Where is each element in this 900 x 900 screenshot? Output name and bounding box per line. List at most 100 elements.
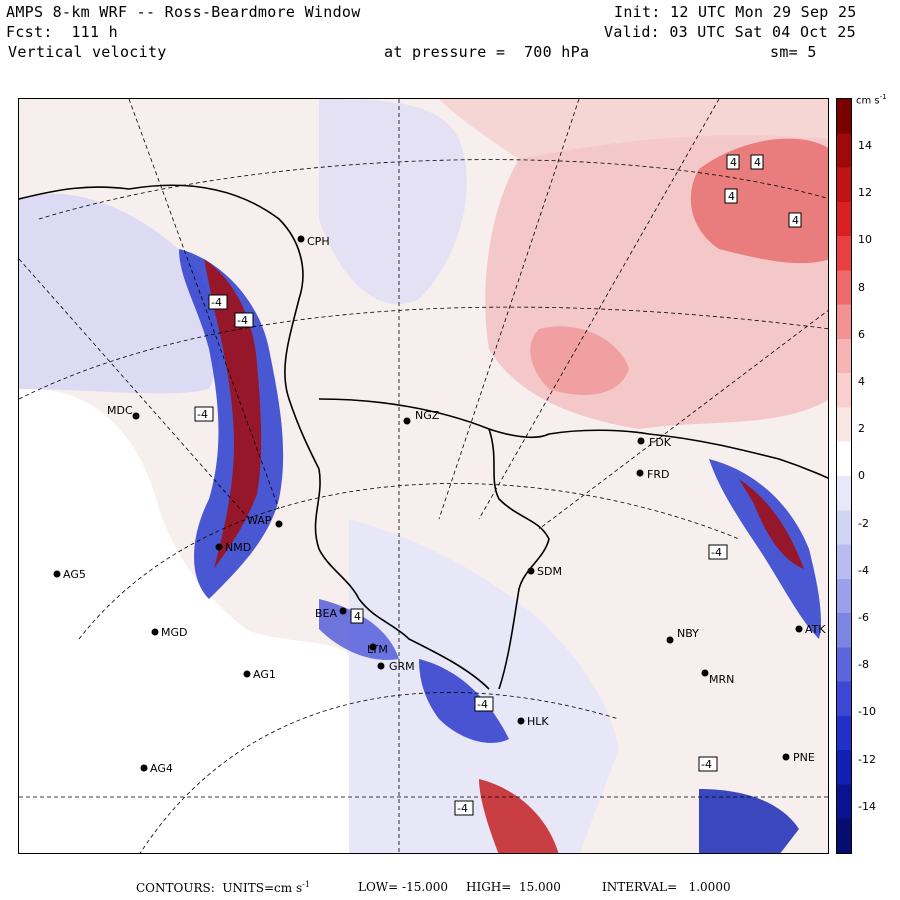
station-dot-ag4 [140,764,148,772]
colorbar-unit: cm s-1 [856,93,887,107]
station-dot-atk [795,625,803,633]
coastline [19,184,828,690]
station-markers [53,235,803,772]
station-label-hlk: HLK [527,715,549,728]
negative-region-ross [319,99,467,305]
station-dot-grm [377,662,385,670]
negative-region-west [19,193,220,394]
svg-text:4: 4 [792,214,799,227]
station-label-ag5: AG5 [63,568,86,581]
positive-region-north [439,99,828,159]
svg-text:-4: -4 [211,296,222,309]
field-name: Vertical velocity [8,43,167,61]
colorbar-tick-label: -4 [858,563,869,577]
svg-text:4: 4 [728,190,735,203]
station-dot-sdm [527,567,535,575]
contour-label: 4 [726,154,740,170]
svg-text:4: 4 [754,156,761,169]
colorbar-tick-label: 8 [858,280,865,294]
colorbar-tick-label: -12 [858,752,876,766]
contour-label: -4 [208,294,228,310]
strong-updraft-ne [690,138,828,264]
station-dot-bea [339,607,347,615]
contour-label: -4 [234,312,254,328]
chart-title: AMPS 8-km WRF -- Ross-Beardmore Window [6,3,361,21]
colorbar-tick-label: -2 [858,516,869,530]
station-label-atk: ATK [805,623,826,636]
smoothing-value: sm= 5 [770,43,817,61]
map-canvas: CPH MDC NGZ FDK FRD WAP NMD AG5 SDM MGD … [19,99,828,853]
station-label-ag1: AG1 [253,668,276,681]
map-panel: CPH MDC NGZ FDK FRD WAP NMD AG5 SDM MGD … [18,98,829,854]
downdraft-band-mid-south [319,599,399,660]
contour-label: -4 [194,406,214,422]
svg-text:4: 4 [730,156,737,169]
downdraft-band-tam [179,249,284,599]
station-dot-nmd [215,543,223,551]
contour-label: -4 [708,544,728,560]
station-label-fdk: FDK [649,436,672,449]
contour-label: 4 [350,608,364,624]
colorbar-tick-label: 0 [858,469,865,483]
station-label-bea: BEA [315,607,337,620]
svg-text:4: 4 [354,610,361,623]
station-dot-ag1 [243,670,251,678]
init-time: Init: 12 UTC Mon 29 Sep 25 [614,3,857,21]
valid-time: Valid: 03 UTC Sat 04 Oct 25 [604,23,856,41]
positive-cluster-center [530,326,629,395]
updraft-band-east [739,479,804,569]
svg-text:-4: -4 [477,698,488,711]
station-label-wap: WAP [247,514,272,527]
no-data-region [19,388,349,853]
station-dot-hlk [517,717,525,725]
station-dot-ltm [369,643,377,651]
station-label-mdc: MDC [107,404,133,417]
contour-label: -4 [474,696,494,712]
downdraft-band-east [709,459,821,639]
updraft-band-south [479,779,559,853]
colorbar-tick-label: -10 [858,705,876,719]
station-label-nby: NBY [677,627,699,640]
contour-label: 4 [750,154,764,170]
footer-low: LOW= -15.000 [358,880,449,894]
station-dot-mrn [701,669,709,677]
colorbar-tick-label: 2 [858,422,865,436]
colorbar-tick-label: 14 [858,139,872,152]
station-label-grm: GRM [389,660,415,673]
footer-high: HIGH= 15.000 [466,880,561,894]
svg-text:-4: -4 [701,758,712,771]
station-dot-cph [297,235,305,243]
contour-labels: 4 4 4 4 -4 -4 -4 -4 4 -4 -4 -4 [194,154,802,816]
colorbar-tick-label: 12 [858,186,872,200]
contour-label: 4 [724,188,738,204]
svg-text:-4: -4 [237,314,248,327]
station-label-cph: CPH [307,235,330,248]
colorbar-tick-label: 6 [858,327,865,341]
station-dot-pne [782,753,790,761]
station-label-ag4: AG4 [150,762,173,775]
footer-interval: INTERVAL= 1.0000 [602,880,731,894]
station-dot-wap [275,520,283,528]
downdraft-band-se [699,789,799,853]
downdraft-band-south [419,659,509,743]
updraft-band-tam [204,259,262,569]
svg-text:-4: -4 [197,408,208,421]
station-dot-frd [636,469,644,477]
contour-label: 4 [788,212,802,228]
station-dot-nby [666,636,674,644]
station-dot-fdk [637,437,645,445]
station-label-nmd: NMD [225,541,251,554]
graticule [19,99,828,853]
station-label-ngz: NGZ [415,409,440,422]
station-label-frd: FRD [647,468,669,481]
contour-label: -4 [698,756,718,772]
negative-region-south [349,519,619,853]
colorbar-tick-label: 4 [858,375,865,388]
station-dot-mdc [132,412,140,420]
station-dot-mgd [151,628,159,636]
svg-text:-4: -4 [457,802,468,815]
forecast-hour: Fcst: 111 h [6,23,118,41]
station-label-pne: PNE [793,751,815,764]
station-label-mgd: MGD [161,626,188,639]
colorbar-tick-label: -8 [858,658,869,672]
